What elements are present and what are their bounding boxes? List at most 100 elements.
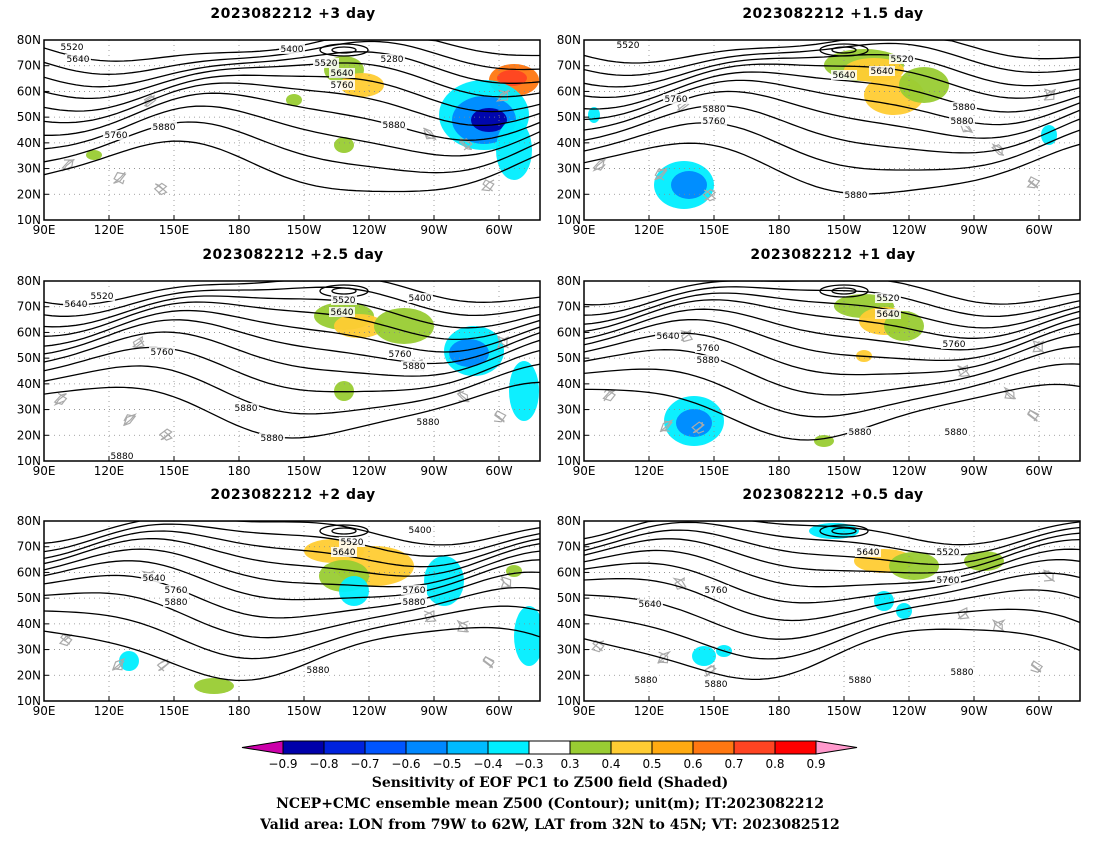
z500-contour: [584, 142, 1080, 195]
lat-tick-label: 10N: [17, 213, 41, 227]
contour-label: 5880: [111, 452, 134, 462]
contour-label: 5640: [65, 300, 88, 310]
colorbar-swatch: [528, 740, 571, 755]
lon-tick-label: 150E: [159, 464, 190, 478]
contour-label: 5880: [383, 121, 406, 131]
lat-tick-label: 50N: [557, 110, 581, 124]
contour-label: 5880: [235, 404, 258, 414]
lon-tick-label: 150W: [287, 464, 322, 478]
coastline: [495, 89, 510, 102]
sensitivity-shading: [896, 603, 912, 619]
lon-tick-label: 60W: [485, 464, 512, 478]
lon-tick-label: 150W: [287, 223, 322, 237]
z500-contour: [584, 104, 1080, 154]
coastline: [132, 335, 145, 349]
colorbar-label: −0.8: [309, 757, 338, 771]
lat-tick-label: 30N: [17, 643, 41, 657]
coastline: [672, 577, 687, 590]
lon-tick-label: 150E: [159, 704, 190, 718]
coastline: [123, 413, 138, 427]
sensitivity-shading: [506, 565, 522, 577]
contour-label: 5760: [705, 586, 728, 596]
contour-label: 5880: [403, 598, 426, 608]
lat-tick-label: 60N: [557, 565, 581, 579]
lon-tick-label: 90E: [33, 704, 56, 718]
z500-contour: [44, 605, 540, 660]
contour-label: 5760: [403, 586, 426, 596]
map-panel: 5520 5520 5640 5640 5760 5880 5760 5880 5880 5880…: [557, 33, 1081, 237]
z500-contour: [584, 292, 1080, 329]
contour-label: 5640: [639, 600, 662, 610]
lat-tick-label: 70N: [557, 59, 581, 73]
contour-label: 5880: [953, 103, 976, 113]
contour-label: 5520: [333, 296, 356, 306]
coastline: [591, 639, 605, 653]
z500-contour: [584, 53, 1080, 88]
lat-tick-label: 50N: [17, 110, 41, 124]
lat-tick-label: 80N: [17, 274, 41, 288]
sensitivity-shading: [671, 171, 707, 199]
colorbar-swatch: [692, 740, 735, 755]
contour-label: 5520: [91, 292, 114, 302]
z500-contour: [44, 92, 540, 141]
colorbar-swatch: [569, 740, 612, 755]
lon-tick-label: 120E: [634, 223, 665, 237]
contour-label: 5760: [703, 117, 726, 127]
lat-tick-label: 50N: [557, 591, 581, 605]
coastline: [659, 419, 674, 433]
sensitivity-shading: [374, 308, 434, 344]
lon-tick-label: 120W: [892, 704, 927, 718]
lat-tick-label: 30N: [557, 162, 581, 176]
lon-tick-label: 180: [228, 464, 251, 478]
coastline: [1027, 409, 1040, 423]
lat-tick-label: 20N: [557, 428, 581, 442]
contour-label: 5760: [697, 344, 720, 354]
contour-label: 5760: [937, 576, 960, 586]
contour-label: 5640: [657, 332, 680, 342]
z500-contour: [44, 626, 540, 682]
colorbar: −0.9 −0.8 −0.7 −0.6 −0.5 −0.4 −0.3 0.3 0.4 0.5 0.6…: [241, 740, 858, 771]
map-panel: 5640 5520 5760 5760 5640 5880 5880 5880 5880 80N 7…: [557, 514, 1081, 718]
coastline: [592, 158, 606, 172]
lat-tick-label: 80N: [17, 33, 41, 47]
lat-tick-label: 40N: [557, 617, 581, 631]
lon-tick-label: 90W: [420, 464, 447, 478]
z500-contour: [584, 589, 1080, 640]
coastline: [496, 335, 510, 349]
lon-tick-label: 180: [768, 223, 791, 237]
colorbar-swatch: [610, 740, 653, 755]
z500-closed-contour: [831, 287, 857, 295]
sensitivity-shading: [692, 646, 716, 666]
lat-tick-label: 50N: [17, 591, 41, 605]
lon-tick-label: 120E: [94, 223, 125, 237]
lat-tick-label: 60N: [557, 84, 581, 98]
sensitivity-shading: [119, 651, 139, 671]
coastline: [702, 188, 717, 202]
z500-closed-contour: [819, 524, 869, 538]
z500-contour: [44, 286, 540, 317]
lon-tick-label: 60W: [1025, 464, 1052, 478]
z500-contour: [44, 140, 540, 193]
coastline: [1026, 176, 1041, 189]
lat-tick-label: 20N: [17, 187, 41, 201]
z500-contour: [44, 82, 540, 127]
coastline: [61, 158, 75, 172]
colorbar-label: −0.7: [350, 757, 379, 771]
lon-tick-label: 180: [768, 704, 791, 718]
map-background: [584, 521, 1080, 701]
z500-contour: [584, 529, 1080, 566]
coastline: [654, 167, 669, 181]
contour-label: 5760: [665, 95, 688, 105]
contour-label: 5880: [849, 676, 872, 686]
coastline: [143, 94, 157, 108]
lon-tick-label: 120W: [892, 464, 927, 478]
z500-contour: [584, 383, 1080, 441]
sensitivity-shading: [334, 314, 384, 338]
lat-tick-label: 70N: [557, 300, 581, 314]
colorbar-label: −0.3: [514, 757, 543, 771]
contour-label: 5880: [951, 668, 974, 678]
lon-tick-label: 120E: [94, 464, 125, 478]
map-background: [44, 521, 540, 701]
z500-closed-contour: [819, 284, 869, 298]
